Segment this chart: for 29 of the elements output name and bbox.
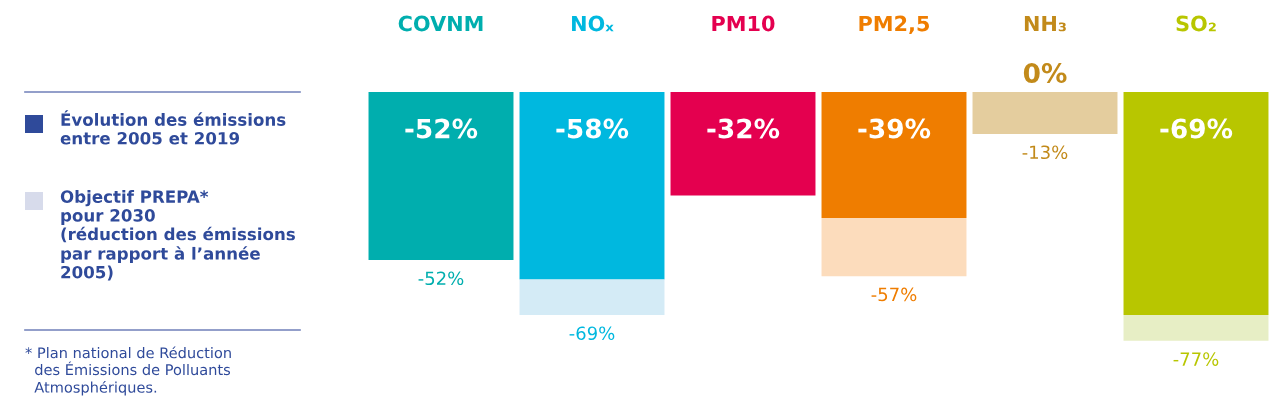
bar [821,92,967,219]
total-label: -77% [1173,352,1219,366]
bar [1123,314,1269,341]
text: Évolution des émissions entre 2005 et 2019 [60,110,286,145]
total-label: -57% [871,287,917,302]
bar [1123,92,1269,315]
data-label: -58% [556,118,629,139]
data-label: -69% [1160,118,1233,139]
total-label: -52% [418,271,464,286]
text: * Plan national de Réduction des Émissions de Polluants Atmosphériques. [25,346,231,396]
data-label: -39% [858,118,931,139]
data-label: -32% [707,118,780,139]
bar [821,218,967,277]
total-label: -69% [569,326,615,341]
bar [972,92,1118,135]
x-tick-label: PM10 [712,15,775,32]
bar [519,279,665,315]
x-tick-label: PM2,5 [859,15,929,35]
x-tick-label: COVNM [398,15,483,32]
bar [670,92,816,196]
data-label: 0% [1023,63,1067,83]
x-tick-label: NOₓ [572,15,614,32]
x-tick-label: NH₃ [1024,15,1066,32]
bar [519,92,665,280]
text: Objectif PREPA* pour 2030 (réduction des émissions par rapport à l’année 2005) [60,190,295,281]
bar [368,92,514,261]
total-label: -13% [1022,145,1068,160]
x-tick-label: SO₂ [1176,15,1216,32]
data-label: -52% [405,118,478,139]
